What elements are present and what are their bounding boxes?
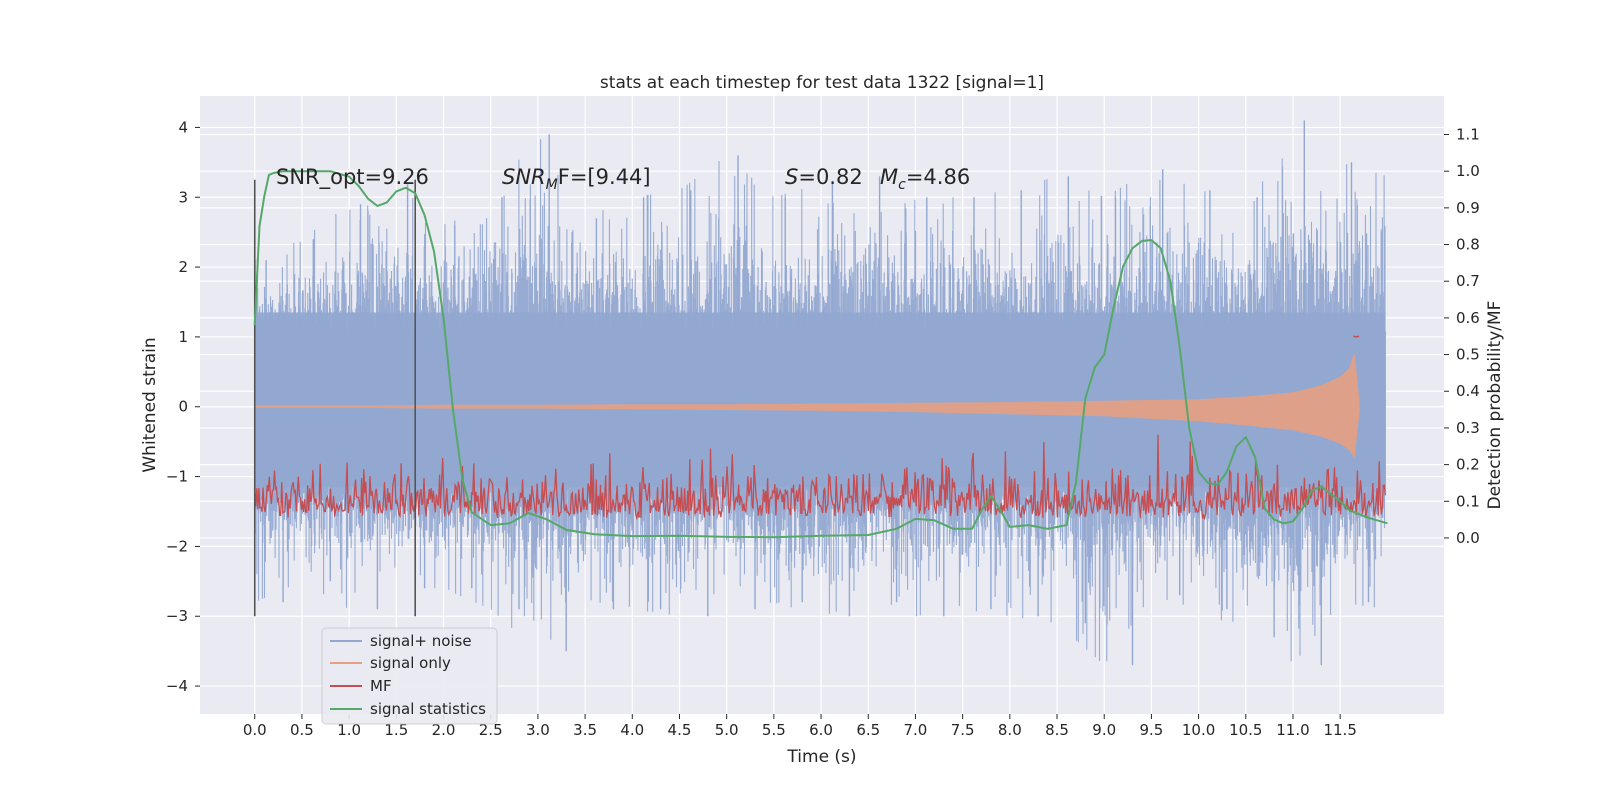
snr-mf-base: SNR <box>502 165 546 189</box>
legend-label-signal-only: signal only <box>370 654 451 672</box>
x-tick-label: 7.0 <box>904 721 928 739</box>
x-tick-label: 3.5 <box>573 721 597 739</box>
y-right-tick-label: 0.8 <box>1456 236 1480 254</box>
mf-peak <box>1353 335 1360 338</box>
chart-title: stats at each timestep for test data 132… <box>600 73 1044 93</box>
legend: signal+ noise signal only MF signal stat… <box>321 627 498 725</box>
y-right-tick-label: 0.7 <box>1456 272 1480 290</box>
mc-rest: =4.86 <box>906 165 970 189</box>
y-axis-label: Whitened strain <box>140 337 160 472</box>
y-right-tick-label: 1.1 <box>1456 126 1480 144</box>
x-tick-label: 11.0 <box>1276 721 1309 739</box>
legend-label-signal-statistics: signal statistics <box>370 700 486 718</box>
y-right-tick-label: 0.3 <box>1456 419 1480 437</box>
legend-label-mf: MF <box>370 677 392 695</box>
x-tick-label: 9.0 <box>1092 721 1116 739</box>
signal-noise-spikes <box>265 120 1370 666</box>
y-right-tick-label: 0.9 <box>1456 199 1480 217</box>
y-tick-label: −3 <box>166 607 188 625</box>
legend-label-signal-noise: signal+ noise <box>370 632 472 650</box>
mc-var: M <box>880 165 898 189</box>
s-var: S <box>785 165 798 189</box>
y-right-tick-label: 0.6 <box>1456 309 1480 327</box>
signal-statistics-series <box>253 170 1388 539</box>
x-tick-label: 6.0 <box>809 721 833 739</box>
s-rest: =0.82 <box>798 165 862 189</box>
x-tick-label: 10.0 <box>1182 721 1215 739</box>
s-annotation: S=0.82 <box>785 165 863 189</box>
x-tick-label: 3.0 <box>526 721 550 739</box>
y-tick-label: 1 <box>178 328 188 346</box>
x-tick-label: 6.5 <box>856 721 880 739</box>
x-tick-label: 1.5 <box>384 721 408 739</box>
x-tick-label: 8.0 <box>998 721 1022 739</box>
x-axis-label: Time (s) <box>786 747 856 767</box>
y-tick-label: 2 <box>178 258 188 276</box>
y-right-tick-label: 0.5 <box>1456 346 1480 364</box>
x-tick-label: 5.0 <box>715 721 739 739</box>
y-tick-label: −1 <box>166 468 188 486</box>
snr-opt-annotation: SNR_opt=9.26 <box>276 165 429 190</box>
mf-series <box>254 434 1387 521</box>
y-tick-label: −4 <box>166 677 188 695</box>
snr-mf-annotation: SNRMF=[9.44] <box>502 165 651 193</box>
mc-annotation: Mc=4.86 <box>880 165 970 193</box>
y-right-tick-label: 0.4 <box>1456 382 1480 400</box>
y-axis-right-label: Detection probability/MF <box>1485 301 1505 510</box>
x-tick-label: 9.5 <box>1139 721 1163 739</box>
x-tick-label: 10.5 <box>1229 721 1262 739</box>
x-tick-label: 11.5 <box>1323 721 1356 739</box>
y-tick-label: 4 <box>178 118 188 136</box>
x-tick-label: 5.5 <box>762 721 786 739</box>
y-tick-label: 0 <box>178 398 188 416</box>
x-tick-label: 0.0 <box>243 721 267 739</box>
x-tick-label: 4.0 <box>620 721 644 739</box>
y-right-tick-label: 1.0 <box>1456 162 1480 180</box>
mc-sub: c <box>898 177 906 193</box>
y-tick-label: −2 <box>166 537 188 555</box>
x-tick-label: 8.5 <box>1045 721 1069 739</box>
x-tick-label: 7.5 <box>951 721 975 739</box>
snr-mf-sub: M <box>546 177 558 193</box>
x-tick-label: 2.0 <box>432 721 456 739</box>
x-tick-label: 0.5 <box>290 721 314 739</box>
signal-only-series <box>254 354 1360 459</box>
x-tick-label: 1.0 <box>337 721 361 739</box>
snr-mf-rest: F=[9.44] <box>558 165 651 189</box>
y-right-tick-label: 0.1 <box>1456 492 1480 510</box>
y-tick-label: 3 <box>178 188 188 206</box>
y-right-tick-label: 0.0 <box>1456 529 1480 547</box>
x-tick-label: 4.5 <box>668 721 692 739</box>
x-tick-label: 2.5 <box>479 721 503 739</box>
y-right-tick-label: 0.2 <box>1456 456 1480 474</box>
